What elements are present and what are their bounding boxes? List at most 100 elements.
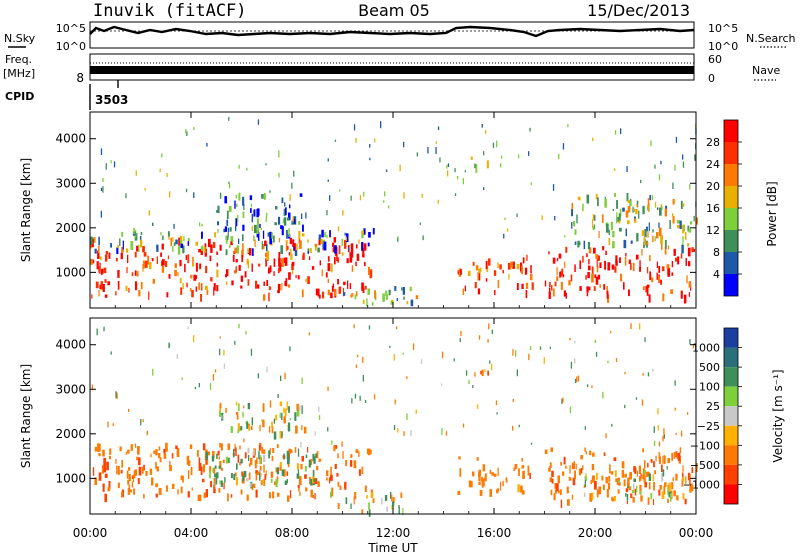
echo-cell xyxy=(315,246,317,251)
echo-cell xyxy=(516,369,518,377)
echo-cell xyxy=(656,272,658,280)
echo-cell xyxy=(664,482,667,488)
echo-cell xyxy=(497,467,499,476)
echo-cell xyxy=(224,196,227,204)
echo-cell xyxy=(489,489,492,497)
echo-cell xyxy=(677,225,680,229)
echo-cell xyxy=(248,455,250,461)
echo-cell xyxy=(213,287,215,296)
echo-cell xyxy=(394,399,396,405)
echo-cell xyxy=(266,250,270,260)
echo-cell xyxy=(364,261,366,267)
echo-cell xyxy=(347,280,349,289)
echo-cell xyxy=(273,258,276,267)
echo-cell xyxy=(592,475,595,481)
echo-cell xyxy=(663,428,665,435)
echo-cell xyxy=(516,283,519,290)
echo-cell xyxy=(266,212,268,218)
echo-cell xyxy=(592,452,595,457)
echo-cell xyxy=(255,280,258,289)
echo-cell xyxy=(580,455,583,460)
echo-cell xyxy=(156,256,158,264)
echo-cell xyxy=(119,238,121,246)
echo-cell xyxy=(384,495,388,501)
echo-cell xyxy=(308,256,311,261)
echo-cell xyxy=(402,508,404,516)
echo-cell xyxy=(658,265,661,273)
echo-cell xyxy=(505,478,508,483)
echo-cell xyxy=(362,288,365,293)
echo-cell xyxy=(126,470,129,479)
echo-cell xyxy=(486,160,489,169)
echo-cell xyxy=(251,484,254,491)
echo-cell xyxy=(110,351,112,355)
echo-cell xyxy=(354,492,357,500)
echo-cell xyxy=(246,258,249,265)
echo-cell xyxy=(266,256,269,261)
echo-cell xyxy=(484,369,486,373)
echo-cell xyxy=(159,457,162,463)
echo-cell xyxy=(390,492,392,499)
echo-cell xyxy=(626,193,629,202)
echo-cell xyxy=(392,501,395,505)
nsky-label: N.Sky xyxy=(4,32,36,45)
echo-cell xyxy=(223,482,225,490)
echo-cell xyxy=(242,411,244,418)
echo-cell xyxy=(659,484,662,490)
echo-cell xyxy=(615,358,618,362)
echo-cell xyxy=(693,215,695,222)
echo-cell xyxy=(588,259,590,265)
echo-cell xyxy=(90,258,93,265)
echo-cell xyxy=(661,206,663,210)
echo-cell xyxy=(573,221,576,227)
echo-cell xyxy=(617,217,620,223)
echo-cell xyxy=(261,241,263,250)
echo-cell xyxy=(458,491,460,495)
echo-cell xyxy=(266,279,269,286)
echo-cell xyxy=(267,232,270,237)
echo-cell xyxy=(575,463,577,470)
echo-cell xyxy=(144,188,146,191)
echo-cell xyxy=(639,484,642,494)
echo-cell xyxy=(155,449,158,456)
echo-cell xyxy=(204,243,207,250)
echo-cell xyxy=(346,258,349,264)
echo-cell xyxy=(251,263,253,272)
echo-cell xyxy=(435,141,437,144)
echo-cell xyxy=(457,176,459,180)
echo-cell xyxy=(313,478,316,483)
echo-cell xyxy=(152,222,154,226)
echo-cell xyxy=(647,497,650,505)
echo-cell xyxy=(193,274,197,281)
echo-cell xyxy=(283,416,286,424)
echo-cell xyxy=(593,215,596,221)
echo-cell xyxy=(241,234,244,242)
echo-cell xyxy=(100,281,103,290)
echo-cell xyxy=(662,435,664,442)
echo-cell xyxy=(293,243,296,252)
echo-cell xyxy=(625,210,629,218)
echo-cell xyxy=(237,215,239,223)
echo-cell xyxy=(320,238,323,244)
echo-cell xyxy=(327,289,330,296)
echo-cell xyxy=(288,406,290,413)
echo-cell xyxy=(278,150,280,158)
echo-cell xyxy=(314,493,316,500)
echo-cell xyxy=(440,383,443,386)
echo-cell xyxy=(142,246,145,253)
echo-cell xyxy=(671,261,674,268)
echo-cell xyxy=(374,138,376,143)
echo-cell xyxy=(127,479,130,485)
echo-cell xyxy=(493,270,497,276)
echo-cell xyxy=(690,284,692,291)
echo-cell xyxy=(180,243,184,249)
echo-cell xyxy=(226,210,229,219)
echo-cell xyxy=(177,246,181,255)
echo-cell xyxy=(607,262,611,271)
echo-cell xyxy=(367,288,371,295)
colorbar-segment xyxy=(724,186,738,208)
echo-cell xyxy=(586,194,590,204)
colorbar-segment xyxy=(724,274,738,296)
echo-cell xyxy=(584,426,586,430)
